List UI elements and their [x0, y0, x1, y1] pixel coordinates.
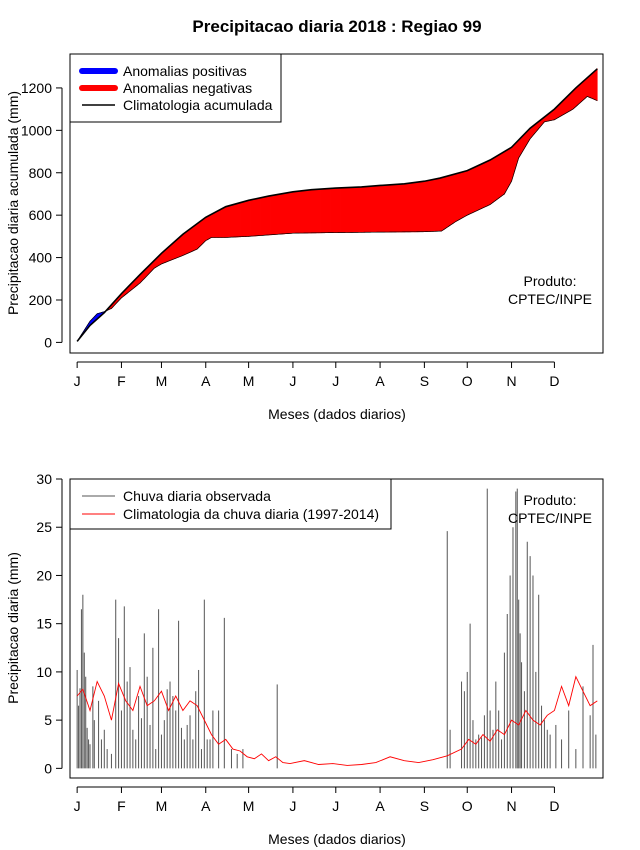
p1-x-tick-label: J [332, 373, 339, 389]
p2-x-tick-label: N [506, 798, 516, 814]
legend-label-climatology: Climatologia da chuva diaria (1997-2014) [123, 506, 379, 522]
p2-x-tick-label: F [117, 798, 126, 814]
climatology-cumulative-line [76, 68, 598, 342]
p2-y-tick-label: 30 [36, 471, 52, 487]
legend-box [69, 478, 392, 530]
p2-x-tick-label: S [420, 798, 429, 814]
cumulative-chart: 0 200 400 600 800 1000 1200 J F M A M J J A S O N D Preci… [5, 53, 604, 422]
legend-label-negative: Anomalias negativas [123, 80, 252, 96]
legend-label-positive: Anomalias positivas [123, 63, 247, 79]
annotation-line-1: Produto: [524, 492, 577, 508]
legend: Anomalias positivas Anomalias negativas … [69, 53, 282, 123]
p2-x-tick-label: J [74, 798, 81, 814]
p2-x-tick-label: A [375, 798, 385, 814]
p2-x-tick-label: D [549, 798, 559, 814]
annotation-line-2: CPTEC/INPE [508, 291, 592, 307]
p2-y-tick-label: 15 [36, 616, 52, 632]
p1-x-tick-label: S [420, 373, 429, 389]
p2-x-tick-label: A [201, 798, 211, 814]
p2-y-tick-label: 5 [44, 712, 52, 728]
x-axis-label: Meses (dados diarios) [268, 406, 406, 422]
plot-frame [69, 53, 604, 354]
p2-y-tick-label: 25 [36, 519, 52, 535]
p1-y-tick-label: 1000 [21, 122, 52, 138]
p2-y-tick-label: 20 [36, 567, 52, 583]
y-axis-label: Precipitacao diaria (mm) [5, 552, 21, 704]
annotation-line-1: Produto: [524, 273, 577, 289]
p1-x-tick-label: N [506, 373, 516, 389]
p1-x-tick-label: A [375, 373, 385, 389]
legend-box [69, 53, 282, 123]
legend-label-observed: Chuva diaria observada [123, 488, 271, 504]
climatology-daily-line [76, 675, 598, 766]
p1-x-tick-label: M [243, 373, 255, 389]
daily-chart: 0 5 10 15 20 25 30 J F M A M J J A S O N D Precipitacao d… [5, 471, 604, 847]
p2-x-tick-label: J [332, 798, 339, 814]
p1-x-tick-label: O [462, 373, 473, 389]
p1-y-tick-label: 200 [29, 292, 53, 308]
p1-y-tick-label: 1200 [21, 80, 52, 96]
p2-x-tick-label: M [243, 798, 255, 814]
cumulative-lines [76, 68, 598, 342]
anomaly-fill-segment [595, 68, 598, 102]
p1-x-tick-label: J [289, 373, 296, 389]
y-axis-label: Precipitacao diaria acumulada (mm) [5, 91, 21, 315]
observed-bars [76, 488, 597, 769]
legend-label-climatology: Climatologia acumulada [123, 97, 273, 113]
y-axis: 0 5 10 15 20 25 30 [36, 471, 63, 776]
p1-y-tick-label: 0 [44, 334, 52, 350]
p2-x-tick-label: O [462, 798, 473, 814]
p2-y-tick-label: 10 [36, 664, 52, 680]
climatology-line [76, 675, 598, 766]
p1-x-tick-label: F [117, 373, 126, 389]
p1-x-tick-label: M [156, 373, 168, 389]
p1-y-tick-label: 800 [29, 165, 53, 181]
p1-x-tick-label: J [74, 373, 81, 389]
p1-x-tick-label: D [549, 373, 559, 389]
y-axis: 0 200 400 600 800 1000 1200 [21, 80, 63, 350]
p2-y-tick-label: 0 [44, 760, 52, 776]
x-axis-label: Meses (dados diarios) [268, 831, 406, 847]
observed-cumulative-line [76, 96, 598, 342]
p1-x-tick-label: A [201, 373, 211, 389]
p2-x-tick-label: M [156, 798, 168, 814]
annotation-line-2: CPTEC/INPE [508, 510, 592, 526]
p2-x-tick-label: J [289, 798, 296, 814]
p1-y-tick-label: 600 [29, 207, 53, 223]
p1-y-tick-label: 400 [29, 250, 53, 266]
legend: Chuva diaria observada Climatologia da c… [69, 478, 392, 530]
figure-title: Precipitacao diaria 2018 : Regiao 99 [192, 17, 481, 36]
